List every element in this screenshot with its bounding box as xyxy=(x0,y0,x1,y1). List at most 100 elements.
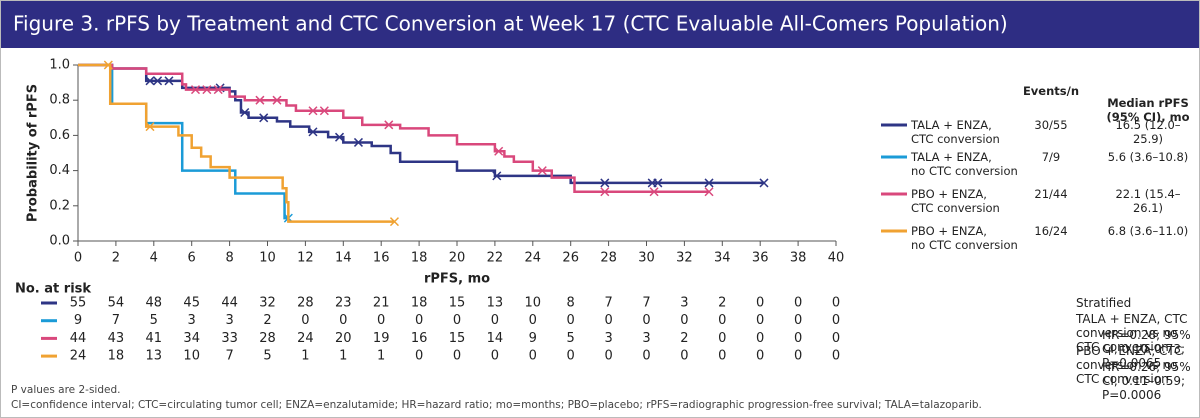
at-risk-count: 1 xyxy=(377,349,385,364)
at-risk-count: 15 xyxy=(449,331,466,346)
legend-events: 30/55 xyxy=(1034,118,1068,132)
at-risk-count: 45 xyxy=(183,296,200,311)
x-tick-label: 20 xyxy=(449,251,466,266)
at-risk-count: 0 xyxy=(604,313,612,328)
y-tick-label: 0.8 xyxy=(49,93,70,108)
at-risk-count: 18 xyxy=(108,349,125,364)
at-risk-count: 24 xyxy=(70,349,87,364)
at-risk-count: 0 xyxy=(718,349,726,364)
at-risk-count: 21 xyxy=(373,296,390,311)
legend-label: TALA + ENZA, no CTC conversion xyxy=(911,150,1018,178)
at-risk-count: 32 xyxy=(259,296,276,311)
at-risk-count: 0 xyxy=(415,349,423,364)
at-risk-count: 0 xyxy=(642,349,650,364)
at-risk-count: 14 xyxy=(487,331,504,346)
legend-median: 5.6 (3.6–10.8) xyxy=(1107,150,1189,164)
censor-mark xyxy=(600,178,610,188)
legend-median: 16.5 (12.0–25.9) xyxy=(1115,118,1181,146)
at-risk-count: 0 xyxy=(301,313,309,328)
censor-mark xyxy=(653,178,663,188)
at-risk-count: 15 xyxy=(449,296,466,311)
at-risk-count: 9 xyxy=(74,313,82,328)
stats-note: PBO + ENZA, CTC conversion vs no CTC con… xyxy=(1076,344,1183,386)
censor-mark xyxy=(202,85,212,95)
y-tick-label: 1.0 xyxy=(49,58,70,73)
km-curve xyxy=(78,63,764,185)
censor-mark xyxy=(319,106,329,116)
censor-mark xyxy=(704,178,714,188)
at-risk-count: 0 xyxy=(756,331,764,346)
km-curve xyxy=(78,63,710,193)
legend-header: Events/n xyxy=(1022,84,1080,98)
at-risk-count: 0 xyxy=(756,313,764,328)
at-risk-count: 0 xyxy=(680,313,688,328)
at-risk-count: 0 xyxy=(491,349,499,364)
censor-mark xyxy=(600,187,610,197)
at-risk-count: 19 xyxy=(373,331,390,346)
x-tick-label: 2 xyxy=(112,251,120,266)
at-risk-count: 0 xyxy=(756,349,764,364)
at-risk-count: 1 xyxy=(301,349,309,364)
chart-title: Figure 3. rPFS by Treatment and CTC Conv… xyxy=(13,12,1008,36)
at-risk-count: 2 xyxy=(680,331,688,346)
at-risk-count: 0 xyxy=(832,349,840,364)
at-risk-count: 0 xyxy=(832,313,840,328)
x-tick-label: 8 xyxy=(225,251,233,266)
at-risk-count: 41 xyxy=(146,331,163,346)
at-risk-count: 9 xyxy=(529,331,537,346)
y-tick-label: 0.6 xyxy=(49,128,70,143)
at-risk-count: 33 xyxy=(221,331,238,346)
censor-mark xyxy=(103,60,113,70)
at-risk-count: 0 xyxy=(604,349,612,364)
x-tick-label: 14 xyxy=(335,251,352,266)
x-tick-label: 6 xyxy=(188,251,196,266)
censor-mark xyxy=(308,127,318,137)
x-tick-label: 4 xyxy=(150,251,158,266)
x-tick-label: 34 xyxy=(714,251,731,266)
legend-label: PBO + ENZA, no CTC conversion xyxy=(911,224,1018,252)
at-risk-count: 16 xyxy=(411,331,428,346)
at-risk-count: 2 xyxy=(263,313,271,328)
censor-mark xyxy=(492,171,502,181)
censor-mark xyxy=(213,85,223,95)
x-tick-label: 16 xyxy=(373,251,390,266)
stats-note: Stratified xyxy=(1076,296,1132,310)
at-risk-count: 28 xyxy=(297,296,314,311)
censor-mark xyxy=(353,137,363,147)
at-risk-count: 0 xyxy=(756,296,764,311)
x-tick-label: 18 xyxy=(411,251,428,266)
at-risk-count: 2 xyxy=(718,296,726,311)
at-risk-count: 7 xyxy=(642,296,650,311)
censor-mark xyxy=(145,76,155,86)
km-curve xyxy=(78,63,289,220)
at-risk-count: 0 xyxy=(794,296,802,311)
at-risk-count: 5 xyxy=(263,349,271,364)
at-risk-count: 48 xyxy=(146,296,163,311)
at-risk-count: 3 xyxy=(680,296,688,311)
at-risk-count: 0 xyxy=(377,313,385,328)
at-risk-count: 10 xyxy=(525,296,542,311)
stats-note: TALA + ENZA, CTC conversion vs no CTC co… xyxy=(1076,312,1188,354)
x-tick-label: 30 xyxy=(638,251,655,266)
at-risk-title: No. at risk xyxy=(15,282,91,297)
censor-mark xyxy=(389,217,399,227)
at-risk-count: 0 xyxy=(794,313,802,328)
at-risk-count: 3 xyxy=(642,331,650,346)
km-curve xyxy=(78,63,395,223)
at-risk-count: 44 xyxy=(221,296,238,311)
stats-note: HR=0.28; 95% CI, 0.10–0.73; P=0.0065 xyxy=(1102,328,1191,370)
censor-mark xyxy=(334,132,345,142)
legend-label: PBO + ENZA, CTC conversion xyxy=(911,187,1000,215)
at-risk-count: 43 xyxy=(108,331,125,346)
at-risk-count: 0 xyxy=(718,313,726,328)
title-bar xyxy=(1,1,1199,48)
x-tick-label: 0 xyxy=(74,251,82,266)
at-risk-count: 0 xyxy=(529,313,537,328)
at-risk-count: 8 xyxy=(567,296,575,311)
censor-mark xyxy=(384,120,394,130)
legend-events: 21/44 xyxy=(1034,187,1068,201)
at-risk-count: 18 xyxy=(411,296,428,311)
x-tick-label: 22 xyxy=(487,251,504,266)
